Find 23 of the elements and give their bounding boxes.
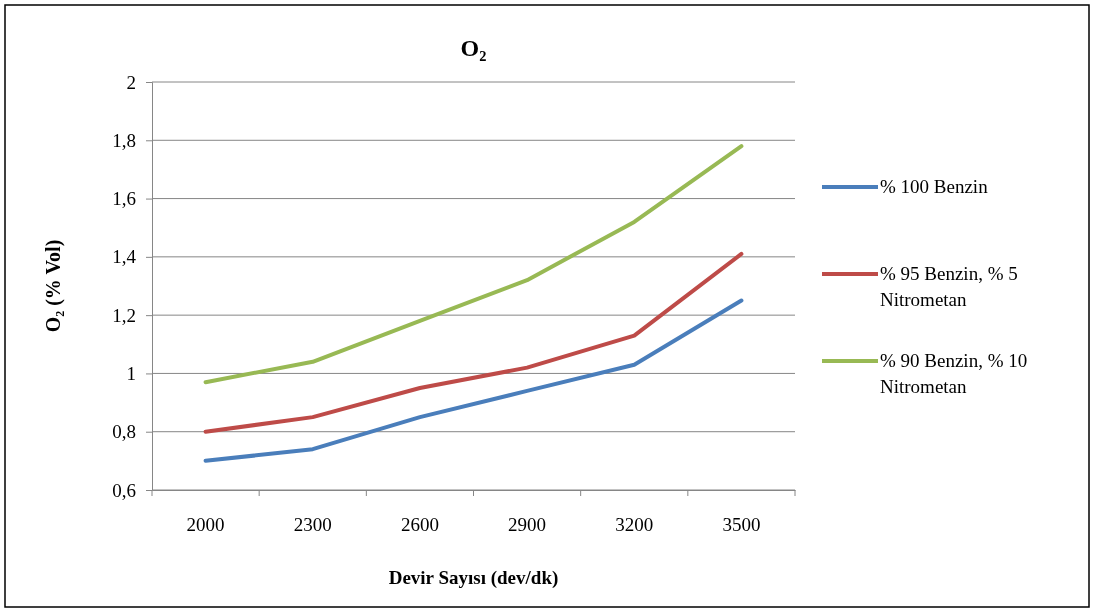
- line-series: [203, 144, 744, 385]
- y-tick-label: 0,6: [112, 479, 136, 501]
- line-series: [203, 251, 744, 434]
- y-tick-label: 1,2: [112, 304, 136, 326]
- legend-label: % 90 Benzin, % 10 Nitrometan: [880, 350, 1028, 397]
- line-series: [203, 298, 744, 463]
- legend-label: % 100 Benzin: [880, 176, 989, 197]
- y-tick-label: 1,8: [112, 129, 136, 151]
- x-tick-label: 2000: [186, 514, 225, 536]
- legend-label: % 95 Benzin, % 5 Nitrometan: [880, 263, 1018, 310]
- y-tick-label: 1: [126, 363, 136, 385]
- y-tick-label: 0,8: [112, 421, 136, 443]
- chart-title: O₂: [460, 35, 487, 61]
- x-tick-label: 2900: [508, 514, 547, 536]
- x-tick-label: 3500: [722, 514, 761, 536]
- x-axis-title: Devir Sayısı (dev/dk): [388, 567, 559, 589]
- x-tick-label: 3200: [615, 514, 654, 536]
- x-tick-label: 2300: [293, 514, 332, 536]
- x-tick-label: 2600: [400, 514, 439, 536]
- y-axis-title: O₂ (% Vol): [42, 239, 65, 333]
- y-tick-label: 2: [126, 71, 136, 93]
- y-tick-label: 1,6: [112, 188, 136, 210]
- y-tick-label: 1,4: [112, 246, 137, 268]
